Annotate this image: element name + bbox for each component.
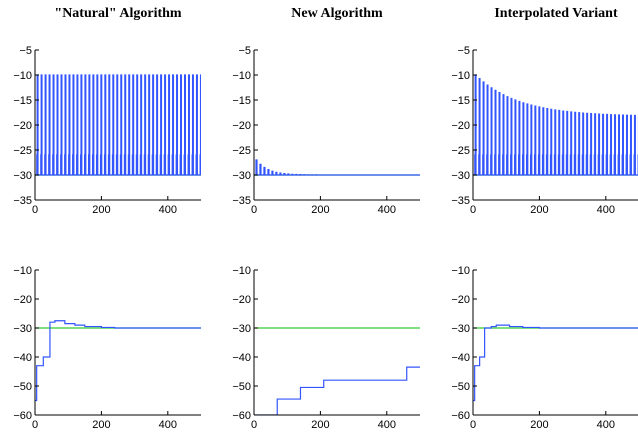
y-tick-label: −60 bbox=[13, 410, 32, 422]
y-tick-label: −10 bbox=[451, 70, 470, 82]
x-tick-label: 0 bbox=[251, 204, 257, 216]
y-tick-label: −40 bbox=[232, 352, 251, 364]
y-tick-label: −40 bbox=[13, 352, 32, 364]
chart-panel-1: "Natural" Algorithm −5 −10 −15 −20 −25 −30 −350… bbox=[13, 6, 201, 216]
x-tick-label: 400 bbox=[597, 419, 615, 431]
y-tick-label: −25 bbox=[232, 145, 251, 157]
y-tick-label: −5 bbox=[457, 45, 470, 57]
chart-panel-6: −10 −20 −30 −40 −50 −600 200 400 bbox=[451, 265, 638, 431]
y-tick-label: −5 bbox=[19, 45, 32, 57]
y-tick-label: −20 bbox=[232, 294, 251, 306]
data-series-line bbox=[254, 366, 420, 415]
x-tick-label: 400 bbox=[378, 204, 396, 216]
y-tick-label: −20 bbox=[451, 294, 470, 306]
column-title: New Algorithm bbox=[291, 6, 383, 21]
x-tick-label: 0 bbox=[251, 419, 257, 431]
y-tick-label: −35 bbox=[232, 195, 251, 207]
y-tick-label: −15 bbox=[232, 95, 251, 107]
y-tick-label: −20 bbox=[451, 120, 470, 132]
x-tick-label: 0 bbox=[32, 204, 38, 216]
y-tick-label: −10 bbox=[232, 70, 251, 82]
y-tick-label: −30 bbox=[451, 323, 470, 335]
y-tick-label: −20 bbox=[232, 120, 251, 132]
chart-panel-4: −10 −20 −30 −40 −50 −600 200 400 bbox=[13, 265, 201, 431]
y-tick-label: −30 bbox=[13, 323, 32, 335]
y-tick-label: −20 bbox=[13, 120, 32, 132]
y-tick-label: −15 bbox=[451, 95, 470, 107]
x-tick-label: 400 bbox=[159, 419, 177, 431]
y-tick-label: −60 bbox=[451, 410, 470, 422]
y-tick-label: −40 bbox=[451, 352, 470, 364]
y-tick-label: −35 bbox=[451, 195, 470, 207]
x-tick-label: 200 bbox=[311, 419, 329, 431]
y-tick-label: −10 bbox=[232, 265, 251, 277]
y-tick-label: −25 bbox=[451, 145, 470, 157]
data-series-line bbox=[473, 324, 638, 402]
y-tick-label: −60 bbox=[232, 410, 251, 422]
chart-panel-2: New Algorithm −5 −10 −15 −20 −25 −30 −350 200 400 bbox=[232, 6, 420, 216]
data-series-line bbox=[473, 74, 638, 176]
x-tick-label: 200 bbox=[311, 204, 329, 216]
column-title: Interpolated Variant bbox=[494, 6, 618, 21]
y-tick-label: −10 bbox=[13, 70, 32, 82]
y-tick-label: −50 bbox=[13, 381, 32, 393]
x-tick-label: 400 bbox=[378, 419, 396, 431]
y-tick-label: −10 bbox=[13, 265, 32, 277]
y-tick-label: −50 bbox=[451, 381, 470, 393]
x-tick-label: 0 bbox=[470, 204, 476, 216]
x-tick-label: 400 bbox=[597, 204, 615, 216]
column-title: "Natural" Algorithm bbox=[54, 6, 181, 21]
y-tick-label: −25 bbox=[13, 145, 32, 157]
y-tick-label: −30 bbox=[13, 170, 32, 182]
y-tick-label: −30 bbox=[451, 170, 470, 182]
y-tick-label: −5 bbox=[238, 45, 251, 57]
chart-panel-5: −10 −20 −30 −40 −50 −600 200 400 bbox=[232, 265, 420, 431]
x-tick-label: 400 bbox=[159, 204, 177, 216]
data-series-line bbox=[35, 74, 201, 176]
x-tick-label: 0 bbox=[32, 419, 38, 431]
y-tick-label: −10 bbox=[451, 265, 470, 277]
x-tick-label: 200 bbox=[92, 419, 110, 431]
y-tick-label: −30 bbox=[232, 170, 251, 182]
chart-panel-3: Interpolated Variant −5 −10 −15 −20 −25 −30 −35… bbox=[451, 6, 638, 216]
y-tick-label: −35 bbox=[13, 195, 32, 207]
x-tick-label: 200 bbox=[92, 204, 110, 216]
data-series-line bbox=[254, 159, 420, 176]
x-tick-label: 200 bbox=[530, 419, 548, 431]
x-tick-label: 200 bbox=[530, 204, 548, 216]
y-tick-label: −50 bbox=[232, 381, 251, 393]
y-tick-label: −20 bbox=[13, 294, 32, 306]
y-tick-label: −30 bbox=[232, 323, 251, 335]
x-tick-label: 0 bbox=[470, 419, 476, 431]
y-tick-label: −15 bbox=[13, 95, 32, 107]
data-series-line bbox=[35, 320, 201, 402]
